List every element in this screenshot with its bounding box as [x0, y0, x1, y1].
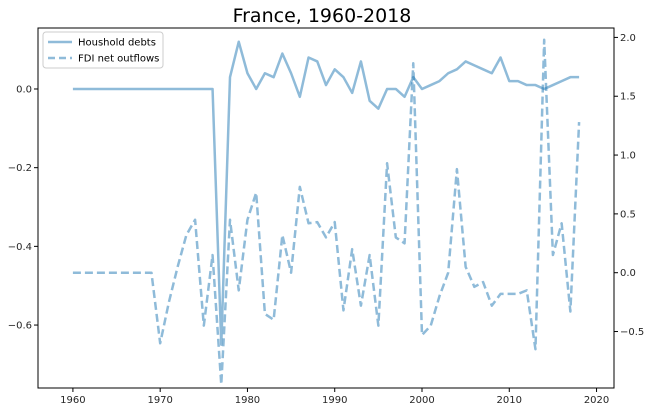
y-right-tick-label: −0.5	[620, 327, 644, 338]
x-tick-label: 1970	[147, 395, 172, 406]
legend-label-household-debts: Houshold debts	[78, 38, 156, 49]
series-household-debts	[72, 40, 580, 346]
chart-title: France, 1960-2018	[233, 5, 412, 27]
y-right-tick-label: 0.5	[620, 209, 636, 220]
y-right-tick-label: 1.5	[620, 92, 636, 103]
x-tick-label: 1960	[60, 395, 85, 406]
x-tick-label: 1990	[322, 395, 347, 406]
y-axis-right: 2.0 1.5 1.0 0.5 0.0 −0.5	[614, 33, 644, 338]
x-tick-label: 1980	[235, 395, 260, 406]
plot-frame	[37, 27, 615, 389]
y-left-tick-label: 0.0	[16, 84, 32, 95]
y-left-tick-label: −0.4	[8, 242, 32, 253]
legend: Houshold debts FDI net outflows	[42, 31, 164, 69]
x-tick-label: 2000	[409, 395, 434, 406]
y-left-tick-label: −0.6	[8, 321, 32, 332]
x-axis: 1960 1970 1980 1990 2000 2010 2020	[60, 388, 609, 406]
y-right-tick-label: 0.0	[620, 268, 636, 279]
y-left-tick-label: −0.2	[8, 163, 32, 174]
x-tick-label: 2020	[584, 395, 609, 406]
y-axis-left: 0.0 −0.2 −0.4 −0.6	[8, 84, 38, 332]
legend-label-fdi-net-outflows: FDI net outflows	[78, 54, 159, 65]
y-right-tick-label: 2.0	[620, 33, 636, 44]
y-right-tick-label: 1.0	[620, 151, 636, 162]
x-tick-label: 2010	[497, 395, 522, 406]
series-fdi-net-outflows	[72, 38, 581, 386]
series-layer	[72, 38, 581, 386]
legend-box	[42, 31, 164, 69]
